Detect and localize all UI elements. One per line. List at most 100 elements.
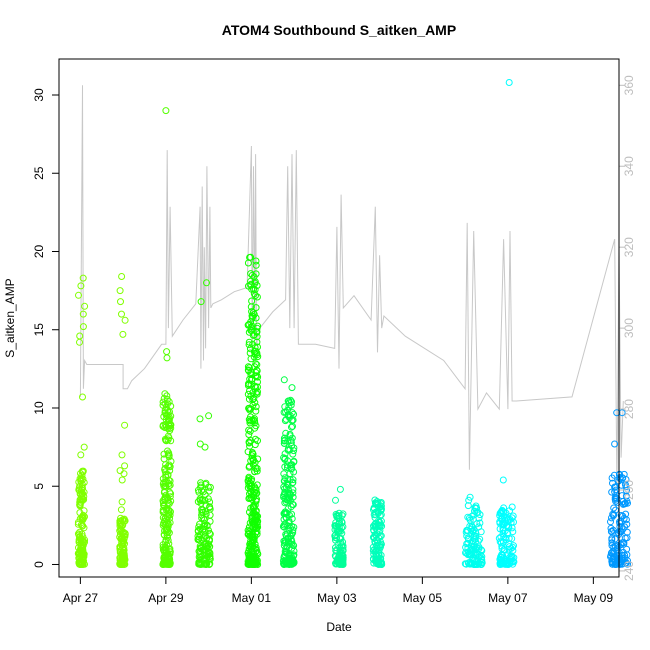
data-point: [252, 403, 260, 411]
data-point: [249, 457, 257, 465]
data-point: [200, 556, 208, 564]
data-point: [254, 437, 261, 445]
data-point: [287, 396, 295, 404]
data-point: [498, 506, 506, 514]
data-point: [338, 518, 346, 526]
data-point: [282, 408, 290, 416]
data-point-outlier: [465, 496, 473, 504]
data-point: [252, 257, 260, 265]
data-point: [507, 519, 515, 527]
data-point: [607, 524, 615, 532]
data-point: [161, 390, 169, 398]
data-point: [469, 554, 477, 561]
data-point: [464, 502, 472, 510]
data-point: [251, 468, 259, 476]
data-point: [477, 546, 485, 554]
data-point: [252, 261, 260, 269]
data-point: [249, 542, 257, 550]
data-point: [288, 423, 295, 431]
scatter-cluster: [369, 496, 386, 568]
data-point: [495, 534, 503, 542]
data-point: [478, 553, 486, 561]
data-point: [248, 449, 256, 456]
data-point: [203, 522, 211, 530]
data-point: [246, 406, 254, 414]
data-point: [289, 476, 297, 484]
scatter-cluster: [244, 253, 262, 568]
data-point: [247, 277, 255, 285]
data-point: [370, 546, 378, 554]
data-point: [611, 495, 619, 503]
chart-title: ATOM4 Southbound S_aitken_AMP: [222, 22, 456, 38]
data-point-outlier: [77, 282, 85, 290]
data-point: [249, 389, 257, 396]
data-point-outlier: [118, 498, 126, 506]
data-point: [287, 437, 295, 444]
data-point: [205, 487, 213, 495]
data-point: [336, 560, 344, 568]
data-point: [283, 406, 291, 414]
data-point: [166, 463, 174, 471]
data-point: [289, 479, 297, 486]
data-point: [161, 466, 169, 473]
data-point: [336, 544, 344, 552]
data-point: [280, 552, 288, 560]
data-point: [476, 519, 484, 527]
data-point: [163, 478, 171, 486]
data-point-outlier: [197, 298, 205, 306]
data-point: [246, 417, 254, 425]
data-point: [116, 527, 124, 535]
data-point-outlier: [611, 440, 619, 448]
data-point: [166, 511, 174, 519]
data-point: [371, 499, 379, 507]
data-point: [162, 491, 170, 499]
data-point: [500, 520, 508, 528]
data-point-outlier: [118, 310, 125, 318]
data-point: [501, 560, 509, 568]
data-point: [374, 507, 382, 515]
data-point: [167, 437, 175, 445]
data-point: [286, 470, 294, 478]
data-point: [195, 559, 203, 567]
data-point: [248, 322, 256, 330]
data-point: [501, 516, 509, 524]
data-point: [249, 503, 257, 511]
data-point: [281, 454, 289, 462]
data-point: [286, 432, 294, 440]
data-point: [196, 551, 204, 559]
data-point-outlier: [79, 274, 87, 282]
data-point: [165, 552, 173, 560]
x-tick-label: May 03: [317, 591, 357, 605]
data-point: [370, 511, 378, 519]
x-tick-label: May 09: [574, 591, 614, 605]
data-point: [76, 559, 84, 567]
data-point: [247, 413, 254, 421]
data-point: [510, 542, 517, 550]
secondary-series-line: [79, 85, 624, 491]
data-point: [245, 341, 253, 349]
data-point: [286, 560, 294, 568]
y2-tick-label: 340: [622, 156, 636, 176]
data-point: [369, 533, 377, 541]
data-point: [78, 486, 86, 494]
data-point: [167, 422, 174, 430]
plot-frame: [58, 58, 620, 578]
data-point: [475, 560, 483, 568]
scatter-cluster: [279, 376, 298, 568]
data-point: [281, 417, 289, 425]
y2-tick-label: 280: [622, 399, 636, 419]
data-point: [335, 509, 343, 517]
data-point: [206, 504, 214, 511]
data-point: [164, 471, 172, 479]
data-point: [464, 513, 472, 521]
data-point: [474, 508, 482, 516]
data-point: [281, 488, 289, 496]
data-point-outlier: [205, 412, 213, 420]
data-point: [283, 461, 291, 469]
data-point: [285, 489, 293, 497]
data-point: [198, 508, 206, 516]
y2-tick-label: 300: [622, 318, 636, 338]
data-point: [477, 528, 485, 536]
data-point: [244, 477, 252, 484]
y2-tick-label: 260: [622, 480, 636, 500]
